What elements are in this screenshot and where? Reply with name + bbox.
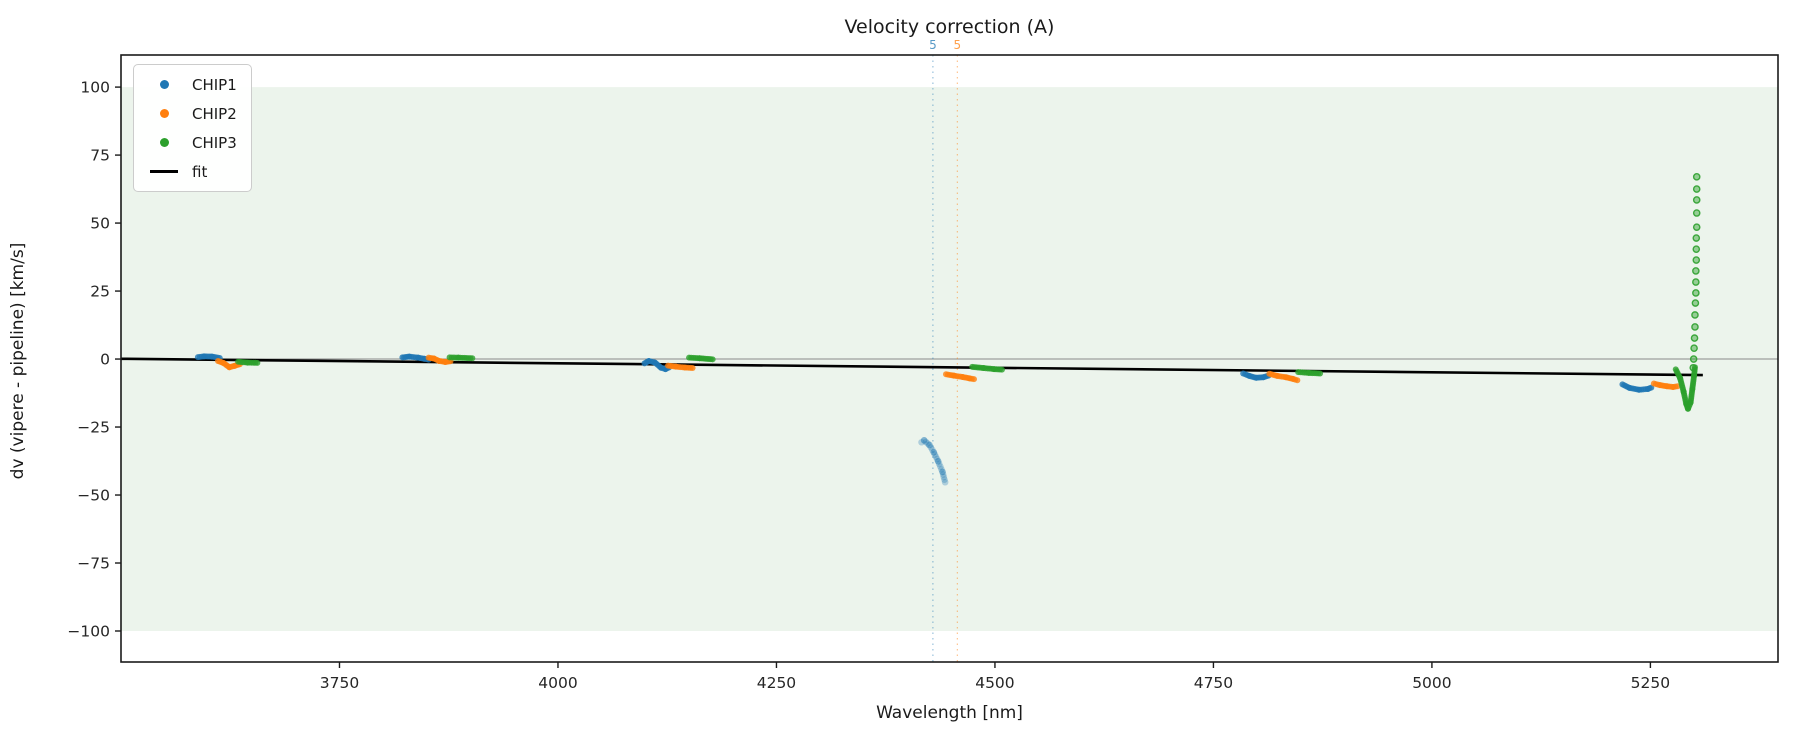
scatter-cluster-CHIP2-4	[1266, 370, 1301, 384]
scatter-cluster-CHIP1-3	[918, 437, 949, 486]
legend-label: CHIP1	[192, 75, 237, 94]
y-tick-label: −75	[77, 555, 110, 573]
legend-item-CHIP1: CHIP1	[144, 72, 237, 97]
x-tick-label: 4500	[975, 674, 1014, 692]
y-tick-label: 0	[100, 351, 110, 369]
x-tick-label: 4000	[538, 674, 577, 692]
scatter-cluster-CHIP3-1	[446, 354, 476, 362]
legend-label: CHIP3	[192, 133, 237, 152]
y-tick-label: −50	[77, 487, 110, 505]
legend-item-CHIP2: CHIP2	[144, 101, 237, 126]
scatter-cluster-CHIP3-6	[1689, 173, 1701, 372]
y-axis-label: dv (vipere - pipeline) [km/s]	[8, 242, 28, 480]
scatter-cluster-CHIP1-4	[1240, 370, 1272, 381]
scatter-cluster-CHIP3-4	[1295, 369, 1324, 377]
y-tick-label: 75	[90, 147, 110, 165]
scatter-cluster-CHIP3-2	[686, 354, 716, 363]
scatter-cluster-CHIP2-0	[215, 357, 243, 371]
legend-item-CHIP3: CHIP3	[144, 130, 237, 155]
x-tick-label: 4250	[757, 674, 796, 692]
y-tick-label: −25	[77, 419, 110, 437]
legend: CHIP1 CHIP2 CHIP3 fit	[133, 64, 252, 192]
fit-line	[120, 357, 1703, 377]
legend-dot-swatch	[144, 138, 184, 147]
y-tick-label: −100	[67, 622, 110, 640]
x-tick-label: 5000	[1412, 674, 1451, 692]
scatter-cluster-CHIP1-5	[1619, 381, 1655, 393]
vline-order-label-1: 5	[953, 38, 962, 52]
vline-order-label-0: 5	[929, 38, 937, 52]
legend-item-fit: fit	[144, 159, 237, 184]
y-tick-label: 50	[90, 215, 110, 233]
x-tick-label: 3750	[320, 674, 359, 692]
legend-dot-swatch	[144, 109, 184, 118]
y-tick-label: 25	[90, 283, 110, 301]
scatter-cluster-CHIP3-5	[1672, 364, 1698, 412]
scatter-cluster-CHIP2-2	[665, 362, 696, 372]
y-tick-label: 100	[80, 79, 110, 97]
legend-line-swatch	[144, 170, 184, 173]
legend-dot-swatch	[144, 80, 184, 89]
legend-label: fit	[192, 162, 208, 181]
scatter-cluster-CHIP3-3	[969, 363, 1005, 373]
scatter-cluster-CHIP3-0	[235, 358, 261, 366]
scatter-cluster-CHIP2-1	[425, 354, 454, 366]
x-tick-label: 5250	[1631, 674, 1670, 692]
legend-label: CHIP2	[192, 104, 237, 123]
chart-title: Velocity correction (A)	[844, 16, 1055, 38]
scatter-cluster-CHIP2-3	[943, 371, 977, 383]
x-axis-label: Wavelength [nm]	[876, 703, 1023, 723]
x-tick-label: 4750	[1194, 674, 1233, 692]
scatter-cluster-CHIP2-5	[1650, 380, 1681, 391]
